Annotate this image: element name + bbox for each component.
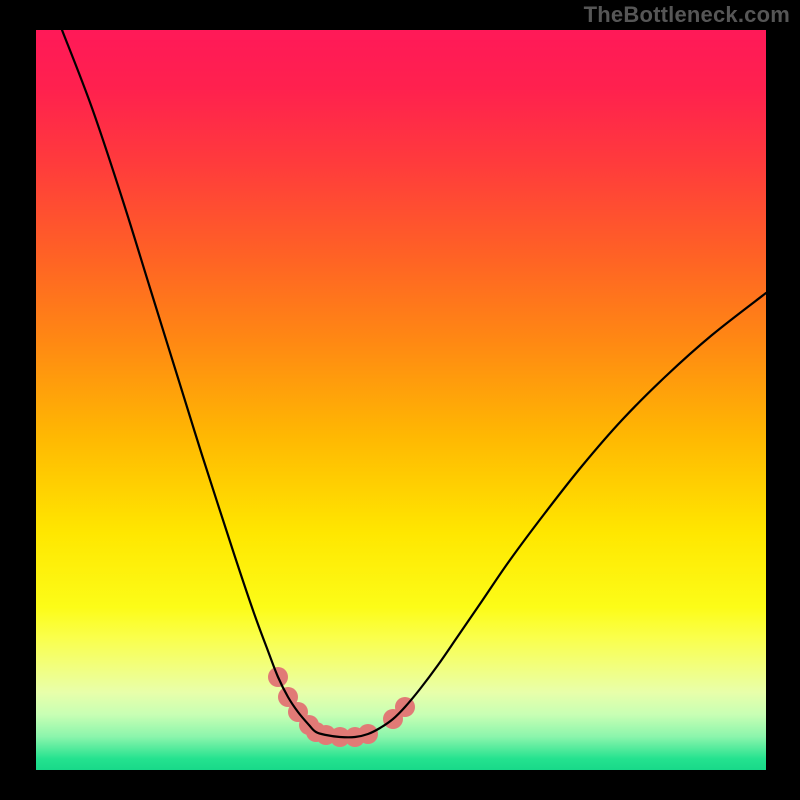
chart-svg: [36, 30, 766, 770]
watermark-text: TheBottleneck.com: [584, 2, 790, 28]
gradient-rect: [36, 30, 766, 770]
figure-canvas: TheBottleneck.com: [0, 0, 800, 800]
plot-gradient-region: [36, 30, 766, 770]
